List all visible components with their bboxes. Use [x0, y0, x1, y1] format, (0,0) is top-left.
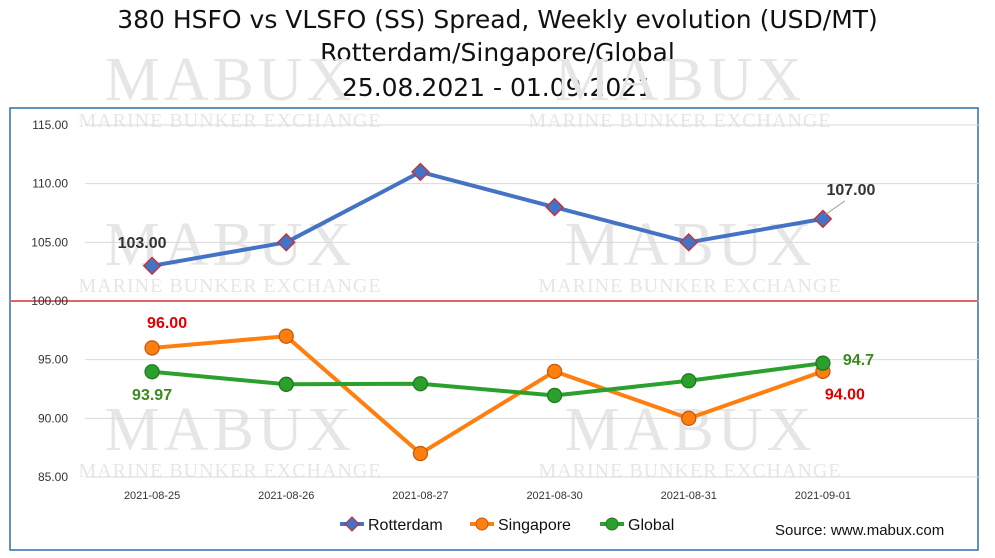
y-tick-label: 115.00 [32, 118, 68, 132]
source-note: Source: www.mabux.com [775, 522, 945, 539]
data-label-rotterdam: 103.00 [118, 235, 167, 252]
legend-marker-singapore [475, 517, 489, 531]
y-tick-label: 110.00 [32, 177, 68, 191]
chart-frame [9, 107, 979, 551]
rotterdam-marker [411, 162, 430, 182]
chart-title-line-3: 25.08.2021 - 01.09.2021 [341, 73, 654, 102]
legend-label-singapore: Singapore [498, 517, 571, 534]
global-marker [546, 387, 563, 404]
data-label-global: 94.7 [843, 352, 874, 369]
data-label-singapore: 94.00 [825, 386, 865, 403]
global-marker [278, 376, 294, 392]
x-tick-label: 2021-09-01 [795, 490, 851, 502]
chart-title-line-1: 380 HSFO vs VLSFO (SS) Spread, Weekly ev… [117, 5, 878, 34]
singapore-marker [278, 328, 294, 344]
y-tick-label: 105.00 [31, 235, 68, 249]
rotterdam-marker [276, 232, 296, 252]
data-label-global: 93.97 [132, 387, 172, 404]
global-marker [815, 355, 831, 371]
global-marker [144, 364, 160, 380]
data-label-rotterdam: 107.00 [826, 182, 875, 199]
legend-marker-global [605, 517, 619, 531]
y-tick-label: 95.00 [38, 353, 68, 367]
singapore-marker [546, 363, 563, 380]
series-line-global [151, 361, 824, 398]
legend-marker-rotterdam [344, 516, 360, 532]
x-tick-label: 2021-08-30 [526, 490, 582, 502]
rotterdam-marker [142, 256, 162, 276]
x-tick-label: 2021-08-26 [258, 490, 314, 502]
data-label-leader [824, 200, 846, 216]
y-tick-label: 100.00 [31, 294, 68, 308]
x-tick-label: 2021-08-27 [392, 490, 448, 502]
x-tick-label: 2021-08-25 [124, 490, 180, 502]
series-line-rotterdam [151, 169, 824, 268]
global-marker [681, 373, 697, 389]
series-line-singapore [151, 334, 824, 456]
global-marker [412, 376, 429, 392]
y-tick-label: 90.00 [38, 411, 68, 425]
singapore-marker [681, 410, 697, 426]
legend-label-rotterdam: Rotterdam [368, 517, 443, 534]
rotterdam-marker [545, 197, 564, 217]
singapore-marker [412, 445, 429, 462]
data-label-singapore: 96.00 [147, 315, 187, 332]
singapore-marker [144, 340, 160, 356]
legend-label-global: Global [628, 517, 674, 534]
y-tick-label: 85.00 [38, 470, 68, 484]
x-tick-label: 2021-08-31 [661, 490, 717, 502]
rotterdam-marker [679, 232, 699, 252]
chart-title-line-2: Rotterdam/Singapore/Global [320, 38, 675, 67]
rotterdam-marker [813, 209, 833, 229]
